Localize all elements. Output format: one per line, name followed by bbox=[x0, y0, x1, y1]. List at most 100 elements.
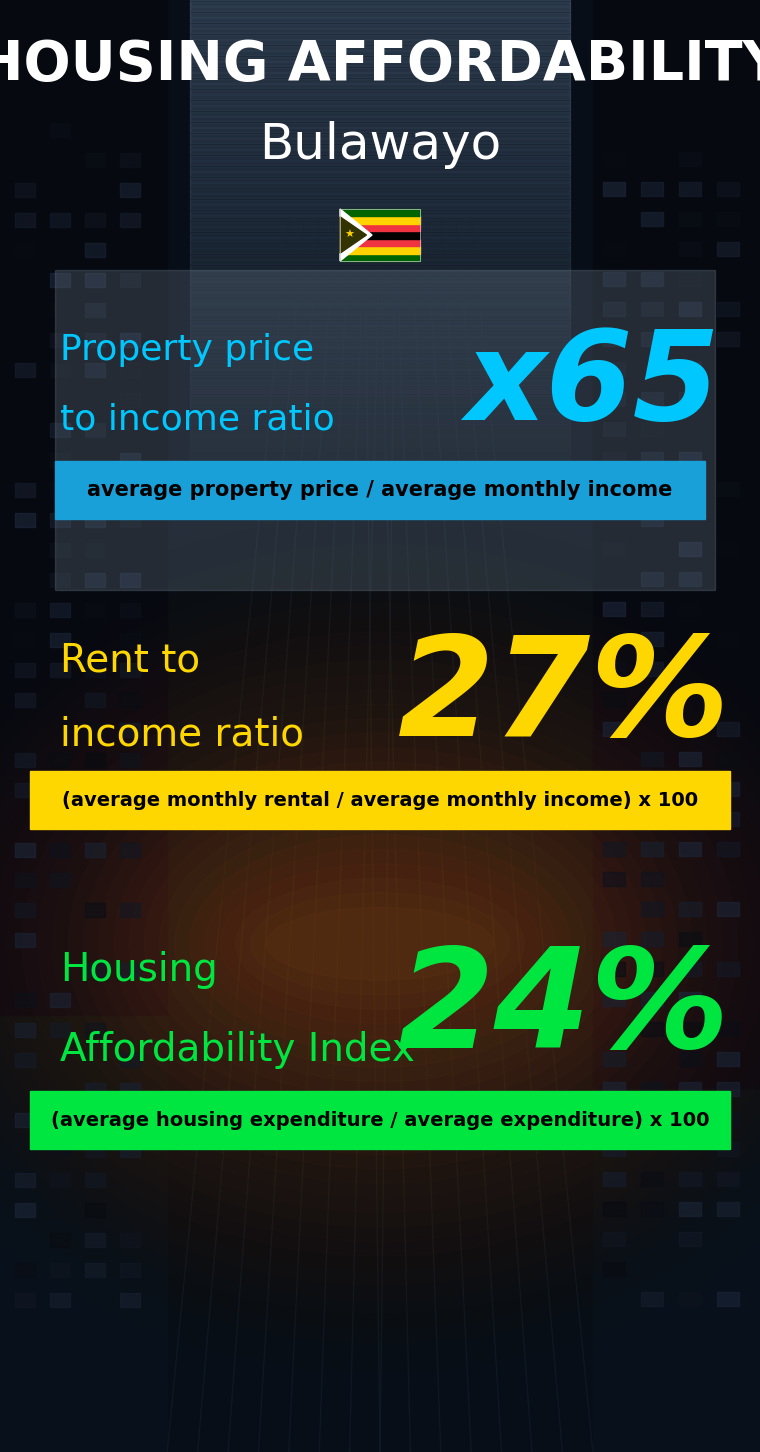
Bar bbox=[50, 842, 70, 857]
Bar bbox=[190, 167, 570, 182]
Bar bbox=[190, 354, 570, 369]
Bar bbox=[120, 693, 140, 707]
Bar bbox=[603, 932, 625, 945]
Bar bbox=[50, 1202, 70, 1217]
Bar bbox=[717, 812, 739, 826]
Bar bbox=[679, 572, 701, 585]
Bar bbox=[190, 7, 570, 22]
Bar bbox=[190, 145, 570, 160]
Bar bbox=[593, 0, 760, 1089]
Bar bbox=[190, 0, 570, 6]
Bar bbox=[679, 392, 701, 407]
Bar bbox=[679, 1082, 701, 1096]
Bar bbox=[190, 305, 570, 319]
Bar bbox=[15, 693, 35, 707]
Bar bbox=[603, 302, 625, 317]
Bar bbox=[190, 51, 570, 65]
Bar bbox=[190, 46, 570, 61]
Bar bbox=[641, 182, 663, 196]
Bar bbox=[679, 601, 701, 616]
Bar bbox=[679, 1292, 701, 1305]
Bar bbox=[641, 1082, 663, 1096]
Bar bbox=[120, 333, 140, 347]
Bar bbox=[641, 212, 663, 227]
Text: Housing: Housing bbox=[60, 951, 218, 989]
Bar bbox=[641, 1172, 663, 1186]
Bar bbox=[120, 183, 140, 197]
Bar bbox=[190, 475, 570, 489]
Bar bbox=[50, 363, 70, 378]
Bar bbox=[190, 106, 570, 121]
Bar bbox=[641, 752, 663, 765]
Bar bbox=[641, 272, 663, 286]
Bar bbox=[85, 963, 105, 977]
Bar bbox=[717, 1051, 739, 1066]
Bar bbox=[641, 961, 663, 976]
Bar bbox=[340, 231, 420, 238]
Bar bbox=[603, 1231, 625, 1246]
Bar bbox=[190, 206, 570, 221]
Bar bbox=[120, 393, 140, 407]
Bar bbox=[717, 902, 739, 916]
Bar bbox=[190, 447, 570, 462]
Bar bbox=[603, 182, 625, 196]
Bar bbox=[190, 382, 570, 396]
Bar bbox=[679, 242, 701, 256]
Bar bbox=[190, 238, 570, 253]
Bar bbox=[50, 303, 70, 317]
Bar bbox=[717, 781, 739, 796]
Bar bbox=[15, 633, 35, 646]
Text: to income ratio: to income ratio bbox=[60, 404, 334, 437]
Text: x65: x65 bbox=[465, 324, 720, 446]
Bar bbox=[190, 348, 570, 363]
Bar bbox=[190, 57, 570, 71]
Bar bbox=[641, 812, 663, 826]
Bar bbox=[15, 1292, 35, 1307]
Bar bbox=[85, 543, 105, 556]
Bar bbox=[603, 691, 625, 706]
Bar bbox=[641, 1202, 663, 1215]
Bar bbox=[190, 139, 570, 154]
Bar bbox=[50, 1143, 70, 1157]
Bar bbox=[190, 343, 570, 357]
Bar bbox=[603, 842, 625, 855]
Polygon shape bbox=[340, 216, 366, 253]
Bar bbox=[603, 392, 625, 407]
Bar bbox=[679, 992, 701, 1006]
Bar bbox=[641, 601, 663, 616]
Bar bbox=[717, 1202, 739, 1215]
Bar bbox=[190, 19, 570, 33]
Bar bbox=[190, 481, 570, 495]
Bar bbox=[190, 128, 570, 142]
Bar bbox=[717, 1022, 739, 1035]
Bar bbox=[641, 902, 663, 916]
Bar bbox=[340, 209, 420, 216]
Bar bbox=[190, 161, 570, 176]
Bar bbox=[50, 273, 70, 287]
Bar bbox=[0, 1016, 167, 1452]
Bar bbox=[717, 961, 739, 976]
Bar bbox=[190, 74, 570, 89]
Bar bbox=[15, 752, 35, 767]
Bar bbox=[717, 242, 739, 256]
Bar bbox=[641, 1112, 663, 1125]
Bar bbox=[641, 1022, 663, 1035]
Bar bbox=[85, 513, 105, 527]
Bar bbox=[717, 1112, 739, 1125]
Bar bbox=[190, 1, 570, 16]
Bar bbox=[603, 1172, 625, 1186]
Bar bbox=[641, 302, 663, 317]
Bar bbox=[85, 662, 105, 677]
Bar bbox=[717, 333, 739, 346]
Bar bbox=[679, 452, 701, 466]
Bar bbox=[603, 871, 625, 886]
Text: ★: ★ bbox=[344, 229, 355, 240]
Bar bbox=[50, 543, 70, 556]
Bar bbox=[679, 182, 701, 196]
Bar bbox=[190, 266, 570, 280]
Bar bbox=[641, 1292, 663, 1305]
Bar bbox=[190, 514, 570, 529]
Bar bbox=[603, 452, 625, 466]
Bar bbox=[190, 222, 570, 237]
Bar bbox=[85, 484, 105, 497]
